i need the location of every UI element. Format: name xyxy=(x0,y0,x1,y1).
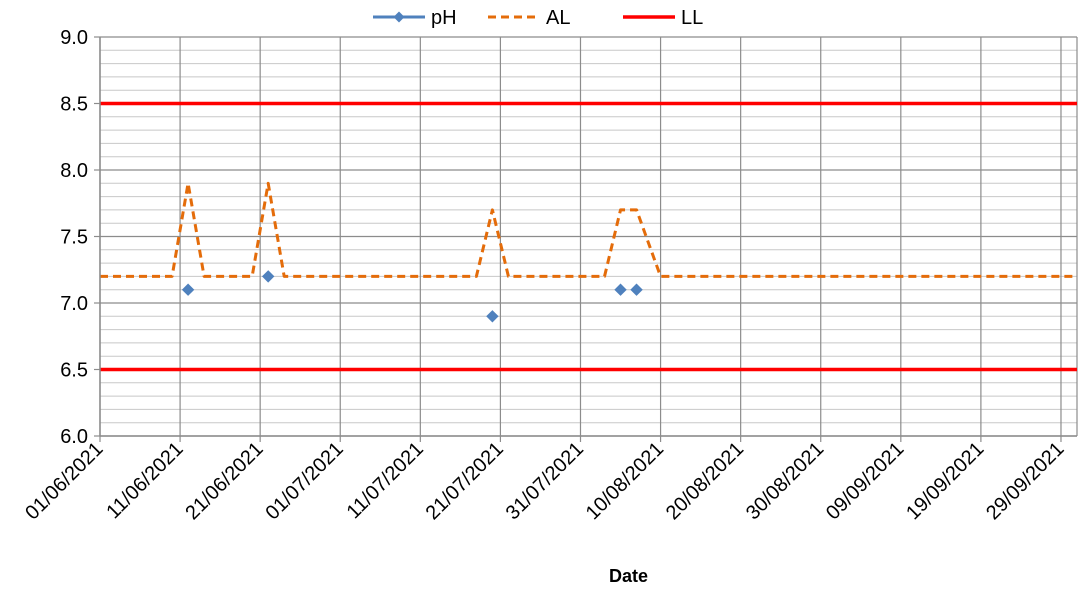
x-tick-label: 21/07/2021 xyxy=(422,438,508,524)
grid xyxy=(99,36,1078,437)
legend-AL-label: AL xyxy=(546,7,570,29)
y-tick-label: 8.0 xyxy=(60,160,88,182)
x-tick-label: 30/08/2021 xyxy=(742,438,828,524)
legend-pH-marker xyxy=(393,11,405,23)
x-tick-label: 29/09/2021 xyxy=(982,438,1068,524)
x-axis-title: Date xyxy=(609,566,648,586)
series-pH-point xyxy=(261,270,275,283)
x-tick-label: 09/09/2021 xyxy=(822,438,908,524)
legend-pH-label: pH xyxy=(431,7,457,29)
y-tick-label: 9.0 xyxy=(60,27,88,49)
x-tick-label: 11/06/2021 xyxy=(102,438,187,523)
y-tick-label: 6.5 xyxy=(60,360,88,382)
series-pH-point xyxy=(486,310,499,323)
legend-LL-label: LL xyxy=(681,7,703,29)
x-tick-label: 20/08/2021 xyxy=(662,438,748,524)
x-tick-label: 21/06/2021 xyxy=(181,438,267,524)
x-tick-label: 19/09/2021 xyxy=(902,438,988,524)
series-AL-line xyxy=(100,181,1077,278)
x-tick-label: 11/07/2021 xyxy=(343,438,428,523)
plot-series xyxy=(100,101,1077,372)
x-tick-label: 01/06/2021 xyxy=(21,438,107,524)
y-tick-label: 7.0 xyxy=(60,293,88,315)
y-tick-label: 6.0 xyxy=(60,426,88,448)
series-pH-point xyxy=(630,283,643,296)
x-tick-label: 01/07/2021 xyxy=(261,438,347,524)
y-tick-label: 8.5 xyxy=(60,94,88,116)
series-pH-point xyxy=(614,283,627,296)
y-tick-label: 7.5 xyxy=(60,227,88,249)
series-pH-point xyxy=(181,283,195,296)
x-tick-label: 31/07/2021 xyxy=(502,438,588,524)
legend: pH AL LL xyxy=(373,7,703,29)
x-tick-label: 10/08/2021 xyxy=(582,438,668,524)
